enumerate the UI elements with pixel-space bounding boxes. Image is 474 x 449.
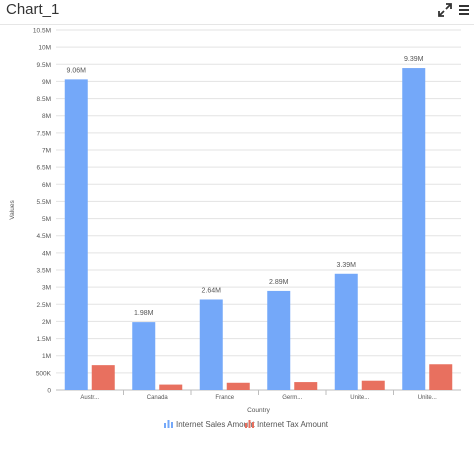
hamburger-menu-icon[interactable] xyxy=(456,2,472,18)
expand-arrows-icon[interactable] xyxy=(437,2,453,18)
chart-legend: Internet Sales Amount Internet Tax Amoun… xyxy=(0,419,474,433)
data-label: 3.39M xyxy=(337,262,357,269)
bar-chart-icon xyxy=(164,419,173,428)
y-tick-label: 8.5M xyxy=(37,96,51,103)
bar-sales xyxy=(267,290,291,390)
y-tick-label: 6.5M xyxy=(37,165,51,172)
y-tick-label: 8M xyxy=(42,113,51,120)
bar-sales xyxy=(199,299,223,390)
y-tick-label: 2M xyxy=(42,319,51,326)
bar-tax xyxy=(429,364,453,390)
y-tick-label: 10.5M xyxy=(33,28,51,35)
bar-tax xyxy=(226,382,250,390)
legend-label: Internet Sales Amount xyxy=(176,420,255,429)
y-tick-label: 7M xyxy=(42,148,51,155)
x-tick-label: Germ... xyxy=(282,395,302,401)
y-tick-label: 4M xyxy=(42,250,51,257)
bar-tax xyxy=(294,382,318,390)
x-tick-label: Unite... xyxy=(418,395,437,401)
bar-sales xyxy=(132,322,156,390)
y-tick-label: 0 xyxy=(47,388,51,395)
y-tick-label: 4.5M xyxy=(37,233,51,240)
bar-tax xyxy=(159,384,183,390)
bar-sales xyxy=(402,68,426,391)
y-tick-label: 6M xyxy=(42,182,51,189)
bar-chart-icon xyxy=(245,419,254,428)
y-tick-label: 5.5M xyxy=(37,199,51,206)
y-tick-label: 10M xyxy=(38,45,51,52)
data-label: 9.06M xyxy=(67,67,87,74)
y-tick-label: 9M xyxy=(42,79,51,86)
chart-title: Chart_1 xyxy=(6,1,60,18)
x-tick-label: Unite... xyxy=(350,395,369,401)
chart-header: Chart_1 xyxy=(0,0,474,24)
data-label: 2.64M xyxy=(202,287,222,294)
y-tick-label: 7.5M xyxy=(37,130,51,137)
y-tick-label: 3.5M xyxy=(37,268,51,275)
data-label: 1.98M xyxy=(134,310,154,317)
y-tick-label: 3M xyxy=(42,285,51,292)
legend-item-internet-tax-amount[interactable]: Internet Tax Amount xyxy=(245,419,328,429)
x-tick-label: Canada xyxy=(147,395,169,401)
legend-label: Internet Tax Amount xyxy=(257,420,329,429)
data-label: 2.89M xyxy=(269,279,289,286)
y-tick-label: 9.5M xyxy=(37,62,51,69)
y-axis-title: Values xyxy=(9,200,16,220)
legend-item-internet-sales-amount[interactable]: Internet Sales Amount xyxy=(164,419,255,429)
y-tick-label: 1M xyxy=(42,353,51,360)
header-divider xyxy=(0,24,474,25)
bar-tax xyxy=(91,365,115,390)
x-axis-title: Country xyxy=(247,407,271,414)
bar-sales xyxy=(64,79,88,390)
bar-sales xyxy=(334,273,358,390)
data-label: 9.39M xyxy=(404,56,424,63)
x-tick-label: Austr... xyxy=(80,395,99,401)
y-tick-label: 1.5M xyxy=(37,336,51,343)
y-tick-label: 500K xyxy=(36,370,52,377)
y-tick-label: 2.5M xyxy=(37,302,51,309)
y-tick-label: 5M xyxy=(42,216,51,223)
bar-tax xyxy=(361,380,385,390)
x-tick-label: France xyxy=(215,395,234,401)
